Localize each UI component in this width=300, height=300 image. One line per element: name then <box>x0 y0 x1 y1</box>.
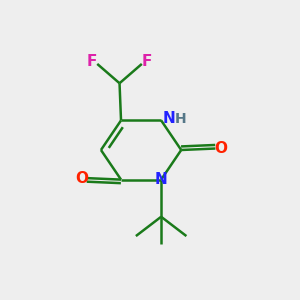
Text: N: N <box>163 111 176 126</box>
Text: F: F <box>142 54 152 69</box>
Text: F: F <box>87 54 97 69</box>
Text: O: O <box>214 141 227 156</box>
Text: N: N <box>155 172 167 187</box>
Text: O: O <box>75 171 88 186</box>
Text: H: H <box>175 112 186 126</box>
